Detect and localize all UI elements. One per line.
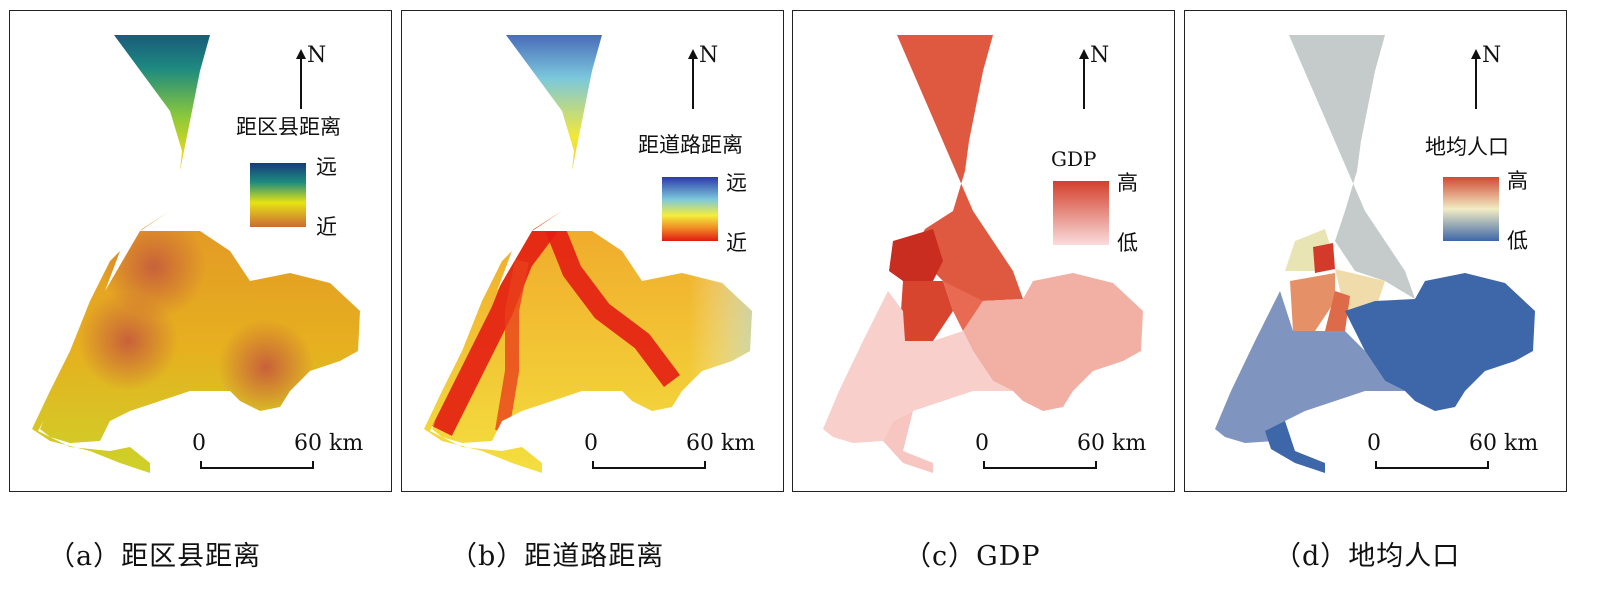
distance-to-road-map: [424, 35, 752, 473]
scale-line: [1375, 461, 1489, 469]
caption-b: （b）距道路距离: [450, 541, 665, 572]
caption-a: （a）距区县距离: [48, 541, 262, 572]
north-arrow: N: [1470, 45, 1510, 115]
scale-zero-label: 0: [584, 431, 598, 456]
legend-color-ramp: [1053, 181, 1109, 245]
legend-low-label: 近: [726, 231, 747, 255]
map-panel-d: N 地均人口 高 低 0 60 km: [1184, 10, 1567, 492]
legend-title: 距道路距离: [638, 133, 743, 157]
scale-line: [983, 461, 1097, 469]
north-label: N: [307, 43, 327, 68]
scale-max-label: 60 km: [294, 431, 364, 456]
scale-line: [592, 461, 706, 469]
north-arrow: N: [295, 45, 335, 115]
scale-zero-label: 0: [1367, 431, 1381, 456]
scale-line: [200, 461, 314, 469]
population-density-map: [1215, 35, 1535, 473]
map-panel-b: N 距道路距离 远 近 0 60 km: [401, 10, 784, 492]
scale-bar: 0 60 km: [190, 431, 370, 471]
scale-zero-label: 0: [192, 431, 206, 456]
legend-color-ramp: [250, 163, 306, 227]
scale-zero-label: 0: [975, 431, 989, 456]
north-arrow-icon: [296, 49, 306, 109]
north-arrow: N: [687, 45, 727, 115]
legend-high-label: 高: [1117, 171, 1138, 195]
caption-d: （d）地均人口: [1274, 541, 1461, 572]
scale-max-label: 60 km: [686, 431, 756, 456]
north-label: N: [699, 43, 719, 68]
north-arrow-icon: [1471, 49, 1481, 109]
legend-title: 距区县距离: [236, 115, 341, 139]
map-panel-c: N GDP 高 低 0 60 km: [792, 10, 1175, 492]
legend-low-label: 低: [1117, 231, 1138, 255]
distance-to-county-map: [32, 35, 360, 473]
legend-high-label: 远: [316, 155, 337, 179]
gdp-map: [823, 35, 1143, 473]
legend-color-ramp: [662, 177, 718, 241]
caption-c: （c）GDP: [904, 541, 1041, 572]
north-label: N: [1482, 43, 1502, 68]
legend-high-label: 高: [1507, 169, 1528, 193]
legend-title: GDP: [1051, 147, 1097, 171]
scale-max-label: 60 km: [1077, 431, 1147, 456]
scale-bar: 0 60 km: [582, 431, 762, 471]
legend-title: 地均人口: [1425, 135, 1509, 159]
legend-low-label: 近: [316, 215, 337, 239]
scale-bar: 0 60 km: [973, 431, 1153, 471]
north-arrow-icon: [1079, 49, 1089, 109]
scale-bar: 0 60 km: [1365, 431, 1545, 471]
map-panel-a: N 距区县距离 远 近 0 60 km: [9, 10, 392, 492]
north-arrow: N: [1078, 45, 1118, 115]
legend-color-ramp: [1443, 177, 1499, 241]
north-label: N: [1090, 43, 1110, 68]
legend-low-label: 低: [1507, 229, 1528, 253]
north-arrow-icon: [688, 49, 698, 109]
scale-max-label: 60 km: [1469, 431, 1539, 456]
legend-high-label: 远: [726, 171, 747, 195]
